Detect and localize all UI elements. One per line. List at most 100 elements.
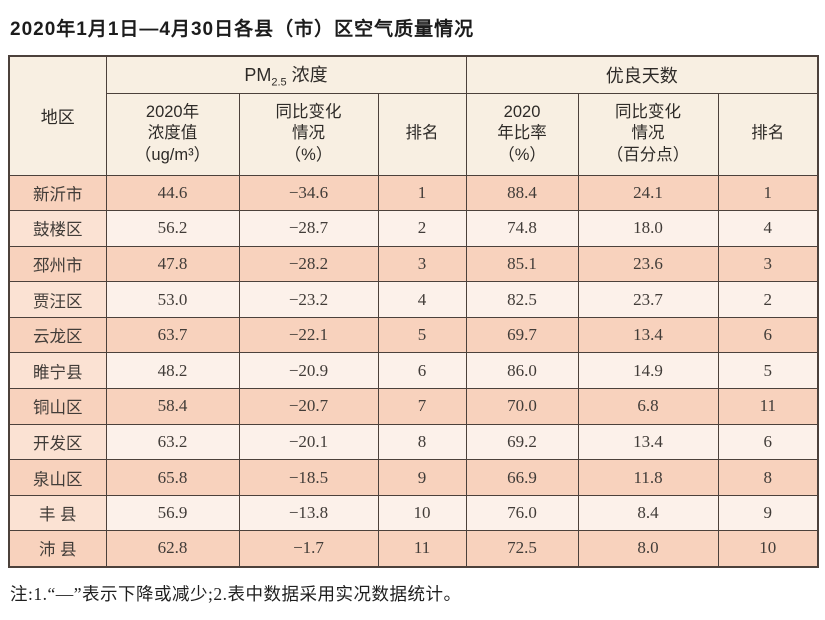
pm-value-cell: 58.4	[105, 388, 240, 425]
table-row: 新沂市 44.6 −34.6 1 88.4 24.1 1	[8, 174, 819, 212]
pm-value-cell: 44.6	[105, 174, 240, 212]
pm-value-cell: 63.2	[105, 423, 240, 461]
table-row: 泉山区 65.8 −18.5 9 66.9 11.8 8	[8, 459, 819, 496]
pm-value-cell: 56.9	[105, 494, 240, 532]
pm-value-cell: 48.2	[105, 352, 240, 390]
pm-value-cell: 56.2	[105, 210, 240, 247]
good-rank-cell: 6	[717, 423, 819, 461]
group-header-row: 地区 PM2.5 浓度 优良天数	[8, 55, 819, 176]
column-header-pm-value: 2020年 浓度值 （ug/m³）	[105, 92, 240, 176]
good-rank-cell: 3	[717, 245, 819, 283]
good-rate-cell: 70.0	[465, 388, 579, 425]
column-header-region: 地区	[8, 55, 107, 176]
page: 2020年1月1日—4月30日各县（市）区空气质量情况 地区 PM2.5 浓度 …	[8, 19, 820, 604]
region-cell: 云龙区	[8, 316, 107, 354]
pm-value-cell: 63.7	[105, 316, 240, 354]
table-row: 云龙区 63.7 −22.1 5 69.7 13.4 6	[8, 316, 819, 354]
good-change-cell: 23.7	[577, 281, 719, 318]
good-change-cell: 23.6	[577, 245, 719, 283]
good-change-cell: 6.8	[577, 388, 719, 425]
good-rate-cell: 88.4	[465, 174, 579, 212]
pm-rank-cell: 8	[377, 423, 467, 461]
region-cell: 睢宁县	[8, 352, 107, 390]
region-cell: 丰 县	[8, 494, 107, 532]
good-rate-cell: 86.0	[465, 352, 579, 390]
table-row: 丰 县 56.9 −13.8 10 76.0 8.4 9	[8, 494, 819, 532]
table-row: 贾汪区 53.0 −23.2 4 82.5 23.7 2	[8, 281, 819, 318]
air-quality-table: 地区 PM2.5 浓度 优良天数 2020年 浓度值 （ug/m³） 同比变化 …	[8, 55, 820, 568]
pm-rank-cell: 10	[377, 494, 467, 532]
region-cell: 铜山区	[8, 388, 107, 425]
column-header-pm-change: 同比变化 情况 （%）	[238, 92, 379, 176]
good-change-cell: 14.9	[577, 352, 719, 390]
good-rank-cell: 5	[717, 352, 819, 390]
pm-change-cell: −18.5	[238, 459, 379, 496]
pm-value-cell: 65.8	[105, 459, 240, 496]
pm25-label-prefix: PM	[244, 64, 272, 85]
table-row: 鼓楼区 56.2 −28.7 2 74.8 18.0 4	[8, 210, 819, 247]
good-change-cell: 18.0	[577, 210, 719, 247]
region-cell: 泉山区	[8, 459, 107, 496]
column-group-good-days: 优良天数	[465, 55, 819, 94]
good-change-cell: 8.0	[577, 530, 719, 568]
table-row: 邳州市 47.8 −28.2 3 85.1 23.6 3	[8, 245, 819, 283]
good-rank-cell: 6	[717, 316, 819, 354]
good-rank-cell: 2	[717, 281, 819, 318]
column-group-pm25: PM2.5 浓度	[105, 55, 467, 94]
pm-rank-cell: 1	[377, 174, 467, 212]
good-change-cell: 13.4	[577, 316, 719, 354]
pm-rank-cell: 5	[377, 316, 467, 354]
good-change-cell: 13.4	[577, 423, 719, 461]
good-rank-cell: 1	[717, 174, 819, 212]
good-rate-cell: 82.5	[465, 281, 579, 318]
good-rate-cell: 66.9	[465, 459, 579, 496]
pm-rank-cell: 2	[377, 210, 467, 247]
good-rate-cell: 69.2	[465, 423, 579, 461]
pm-rank-cell: 7	[377, 388, 467, 425]
pm-rank-cell: 3	[377, 245, 467, 283]
region-cell: 贾汪区	[8, 281, 107, 318]
table-header: 地区 PM2.5 浓度 优良天数 2020年 浓度值 （ug/m³） 同比变化 …	[8, 55, 819, 176]
table-row: 沛 县 62.8 −1.7 11 72.5 8.0 10	[8, 530, 819, 568]
pm-change-cell: −1.7	[238, 530, 379, 568]
region-cell: 开发区	[8, 423, 107, 461]
pm-change-cell: −20.7	[238, 388, 379, 425]
pm-change-cell: −23.2	[238, 281, 379, 318]
pm-rank-cell: 4	[377, 281, 467, 318]
region-cell: 邳州市	[8, 245, 107, 283]
pm-change-cell: −22.1	[238, 316, 379, 354]
table-row: 铜山区 58.4 −20.7 7 70.0 6.8 11	[8, 388, 819, 425]
sub-header-row: 2020年 浓度值 （ug/m³） 同比变化 情况 （%） 排名 2020 年比…	[9, 92, 819, 176]
good-rate-cell: 69.7	[465, 316, 579, 354]
table-body: 新沂市 44.6 −34.6 1 88.4 24.1 1 鼓楼区 56.2 −2…	[8, 174, 819, 568]
table-title: 2020年1月1日—4月30日各县（市）区空气质量情况	[10, 19, 475, 40]
region-cell: 新沂市	[8, 174, 107, 212]
pm-rank-cell: 9	[377, 459, 467, 496]
pm-value-cell: 62.8	[105, 530, 240, 568]
pm-change-cell: −28.2	[238, 245, 379, 283]
table-row: 开发区 63.2 −20.1 8 69.2 13.4 6	[8, 423, 819, 461]
good-rank-cell: 9	[717, 494, 819, 532]
pm25-label-subscript: 2.5	[271, 76, 287, 89]
pm-rank-cell: 6	[377, 352, 467, 390]
column-header-good-rate: 2020 年比率 （%）	[465, 92, 579, 176]
good-rate-cell: 74.8	[465, 210, 579, 247]
pm-change-cell: −20.9	[238, 352, 379, 390]
column-header-good-rank: 排名	[717, 92, 819, 176]
pm-value-cell: 47.8	[105, 245, 240, 283]
pm-change-cell: −13.8	[238, 494, 379, 532]
pm-rank-cell: 11	[377, 530, 467, 568]
column-header-good-change: 同比变化 情况 （百分点）	[577, 92, 719, 176]
region-cell: 沛 县	[8, 530, 107, 568]
good-rate-cell: 85.1	[465, 245, 579, 283]
footnote: 注:1.“—”表示下降或减少;2.表中数据采用实况数据统计。	[10, 583, 462, 604]
table-row: 睢宁县 48.2 −20.9 6 86.0 14.9 5	[8, 352, 819, 390]
good-rank-cell: 4	[717, 210, 819, 247]
good-rank-cell: 11	[717, 388, 819, 425]
column-header-pm-rank: 排名	[377, 92, 467, 176]
good-rate-cell: 76.0	[465, 494, 579, 532]
pm-value-cell: 53.0	[105, 281, 240, 318]
pm25-label-suffix: 浓度	[286, 64, 328, 85]
good-rate-cell: 72.5	[465, 530, 579, 568]
good-rank-cell: 10	[717, 530, 819, 568]
